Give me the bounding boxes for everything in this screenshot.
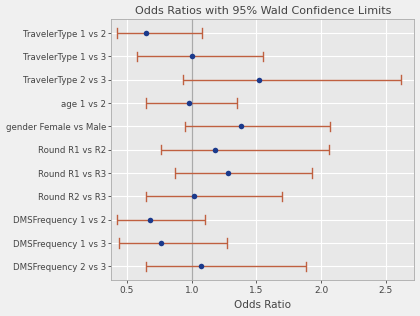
X-axis label: Odds Ratio: Odds Ratio [234, 301, 291, 310]
Title: Odds Ratios with 95% Wald Confidence Limits: Odds Ratios with 95% Wald Confidence Lim… [135, 6, 391, 15]
